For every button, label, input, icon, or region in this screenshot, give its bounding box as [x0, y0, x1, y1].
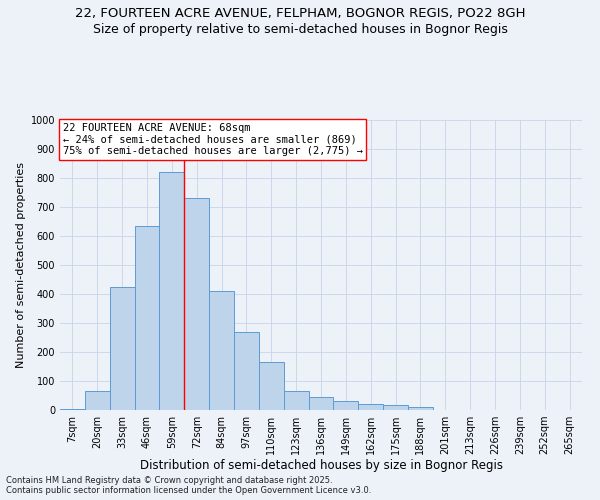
Bar — [184, 198, 209, 410]
Bar — [85, 391, 110, 410]
Bar — [134, 226, 160, 410]
Text: 22 FOURTEEN ACRE AVENUE: 68sqm
← 24% of semi-detached houses are smaller (869)
7: 22 FOURTEEN ACRE AVENUE: 68sqm ← 24% of … — [62, 123, 362, 156]
Y-axis label: Number of semi-detached properties: Number of semi-detached properties — [16, 162, 26, 368]
Bar — [308, 397, 334, 410]
Text: 22, FOURTEEN ACRE AVENUE, FELPHAM, BOGNOR REGIS, PO22 8GH: 22, FOURTEEN ACRE AVENUE, FELPHAM, BOGNO… — [75, 8, 525, 20]
Text: Contains HM Land Registry data © Crown copyright and database right 2025.
Contai: Contains HM Land Registry data © Crown c… — [6, 476, 371, 495]
Bar — [259, 362, 284, 410]
Bar — [334, 402, 358, 410]
Bar — [110, 287, 134, 410]
Bar — [160, 172, 184, 410]
Bar — [358, 404, 383, 410]
Bar — [234, 332, 259, 410]
Bar — [284, 391, 308, 410]
Bar — [60, 408, 85, 410]
X-axis label: Distribution of semi-detached houses by size in Bognor Regis: Distribution of semi-detached houses by … — [139, 458, 503, 471]
Bar — [383, 405, 408, 410]
Bar — [408, 407, 433, 410]
Text: Size of property relative to semi-detached houses in Bognor Regis: Size of property relative to semi-detach… — [92, 22, 508, 36]
Bar — [209, 291, 234, 410]
